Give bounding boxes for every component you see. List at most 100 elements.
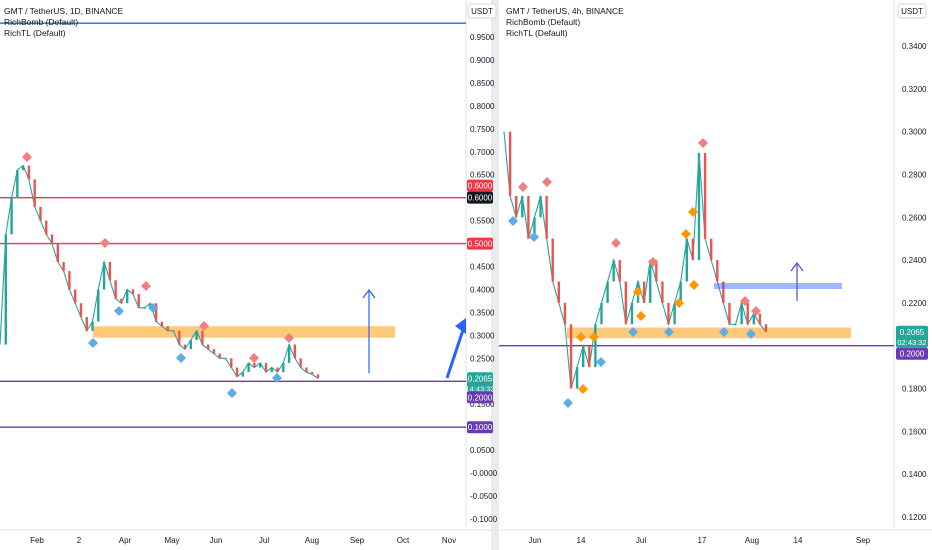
left-candle xyxy=(4,234,7,345)
right-candle xyxy=(533,217,536,239)
right-candle xyxy=(709,238,713,261)
right-candle xyxy=(685,238,688,282)
left-candle xyxy=(247,362,250,373)
right-candle xyxy=(667,302,670,325)
left-chart-plot[interactable] xyxy=(0,22,466,428)
right-chart-plot[interactable] xyxy=(499,131,894,408)
left-indicator-richbomb[interactable]: RichBomb (Default) xyxy=(4,17,79,27)
right-signal-diamond xyxy=(563,398,573,408)
left-y-tick: 0.3000 xyxy=(470,331,495,340)
left-candle xyxy=(316,374,320,379)
left-candle xyxy=(62,261,65,272)
left-symbol-title[interactable]: GMT / TetherUS, 1D, BINANCE xyxy=(4,6,124,16)
right-support-zone xyxy=(567,327,851,339)
right-candle xyxy=(764,324,768,332)
right-candle xyxy=(557,281,561,303)
right-candle xyxy=(697,153,701,261)
left-candle xyxy=(27,165,31,180)
right-candle xyxy=(722,281,725,303)
left-indicator-richtl[interactable]: RichTL (Default) xyxy=(4,28,66,38)
left-y-tick: 0.9000 xyxy=(470,56,495,65)
right-signal-diamond xyxy=(589,332,599,342)
left-y-tick: 0.8000 xyxy=(470,102,495,111)
left-candle xyxy=(235,367,239,377)
left-candle xyxy=(183,344,187,350)
right-target-arrow-head xyxy=(790,262,804,272)
right-signal-diamond xyxy=(633,287,643,297)
left-candle xyxy=(33,179,36,207)
left-candle xyxy=(137,294,140,308)
left-signal-diamond xyxy=(88,338,98,348)
left-signal-diamond xyxy=(199,321,209,331)
left-y-axis: 0.9500 0.9000 0.8500 0.8000 0.7500 0.7000 0.65… xyxy=(470,33,498,524)
left-candle xyxy=(91,321,94,331)
right-candle xyxy=(582,345,585,368)
left-candle xyxy=(264,362,268,373)
right-price-tag-label: 0.2065 xyxy=(900,328,925,337)
right-y-tick: 0.1600 xyxy=(902,427,927,436)
right-signal-diamond xyxy=(689,280,699,290)
left-signal-diamond xyxy=(272,373,282,383)
right-candle xyxy=(563,302,567,325)
right-signal-diamond xyxy=(698,138,708,148)
left-candle xyxy=(39,206,42,221)
right-signal-diamond xyxy=(746,329,756,339)
right-x-tick: 14 xyxy=(794,536,803,545)
left-signal-diamond xyxy=(22,152,32,162)
left-candle xyxy=(68,271,71,290)
left-price-tag-label: 0.2000 xyxy=(468,393,493,402)
right-candle xyxy=(752,313,756,325)
right-y-tick: 0.1200 xyxy=(902,513,927,522)
left-candle xyxy=(253,362,256,368)
right-y-tick: 0.2400 xyxy=(902,256,927,265)
left-candle xyxy=(282,362,285,373)
left-candle xyxy=(276,367,279,373)
left-candle xyxy=(126,289,129,304)
right-candle xyxy=(758,313,762,325)
left-trend-arrow-head xyxy=(455,318,466,334)
left-x-tick: 2 xyxy=(77,536,82,545)
right-currency-label: USDT xyxy=(901,7,923,16)
right-candle xyxy=(649,260,652,303)
left-x-tick: May xyxy=(164,536,179,545)
right-x-tick: Aug xyxy=(745,536,759,545)
right-symbol-title[interactable]: GMT / TetherUS, 4h, BINANCE xyxy=(506,6,624,16)
left-price-tag-countdown: 14:43:32 xyxy=(465,384,494,393)
left-candle xyxy=(16,170,19,198)
left-price-tag xyxy=(467,179,493,192)
right-signal-diamond xyxy=(576,332,586,342)
right-signal-diamond xyxy=(688,207,698,217)
right-y-tick: 0.3400 xyxy=(902,42,927,51)
left-x-tick: Aug xyxy=(305,536,319,545)
right-candle xyxy=(588,345,591,368)
right-candle xyxy=(673,302,676,325)
right-signal-diamond xyxy=(596,357,606,367)
right-signal-diamond xyxy=(681,229,691,239)
right-x-tick: Jun xyxy=(529,536,542,545)
right-indicator-richbomb[interactable]: RichBomb (Default) xyxy=(506,17,581,27)
left-currency-badge[interactable] xyxy=(467,3,497,19)
right-candle xyxy=(661,281,664,303)
left-x-tick: Jul xyxy=(259,536,269,545)
left-signal-diamond xyxy=(249,353,259,363)
right-currency-badge[interactable] xyxy=(897,3,927,19)
right-candle xyxy=(612,260,615,282)
right-indicator-richtl[interactable]: RichTL (Default) xyxy=(506,28,568,38)
right-chart-legend: GMT / TetherUS, 4h, BINANCE RichBomb (De… xyxy=(506,6,624,39)
left-y-tick: 0.7000 xyxy=(470,148,495,157)
left-y-tick: 0.4500 xyxy=(470,263,495,272)
left-price-tag xyxy=(467,237,493,250)
left-candle xyxy=(241,372,245,377)
left-candle xyxy=(79,303,83,318)
left-candle xyxy=(73,289,77,304)
right-price-tag xyxy=(896,347,928,360)
right-y-axis: 0.3400 0.3200 0.3000 0.2800 0.2600 0.2400 0.22… xyxy=(902,42,927,522)
left-candle xyxy=(120,298,123,304)
left-candle xyxy=(311,372,314,375)
left-signal-diamond xyxy=(284,333,294,343)
left-price-tag-label: 0.2065 xyxy=(468,374,493,383)
left-candle xyxy=(212,349,216,354)
left-candle xyxy=(131,289,135,295)
right-candle xyxy=(600,302,603,325)
